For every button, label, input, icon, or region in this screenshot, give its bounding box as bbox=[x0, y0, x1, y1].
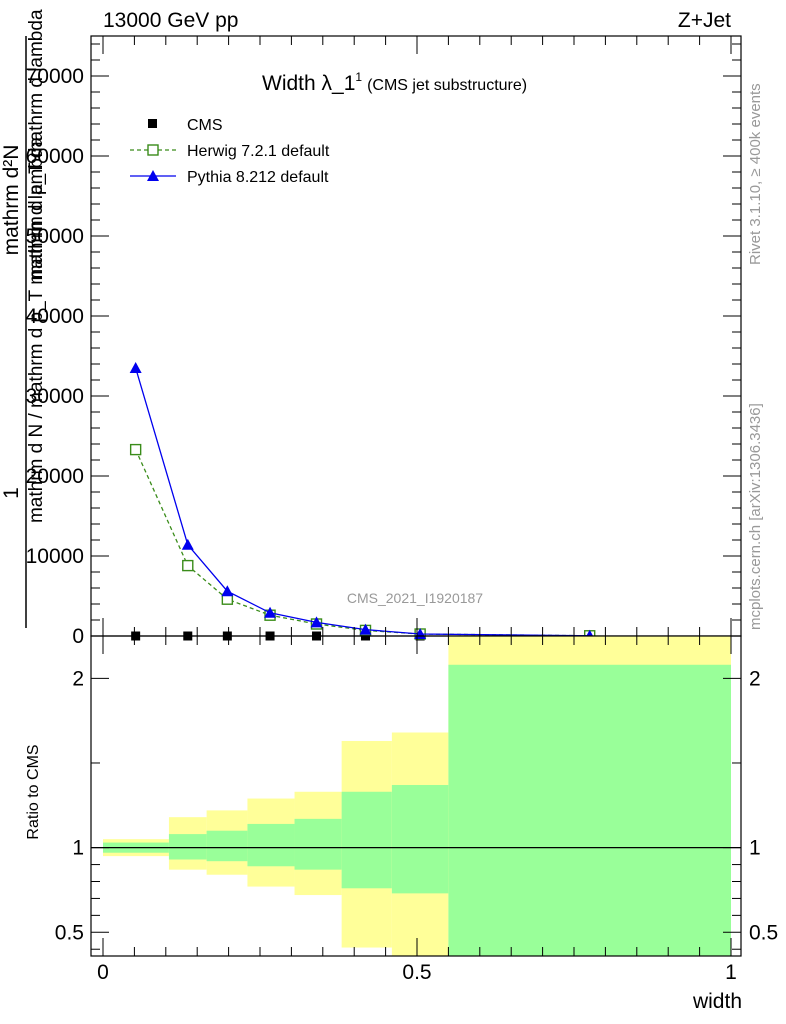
data-point-pythia bbox=[310, 616, 323, 628]
ratio-band-inner bbox=[391, 784, 449, 894]
data-point-pythia bbox=[359, 623, 372, 635]
plot-title-note: (CMS jet substructure) bbox=[367, 77, 527, 94]
ratio-y-axis-label: Ratio to CMS bbox=[25, 744, 42, 839]
y-axis-label-main: 1 mathrm d N / mathrm d p_T mathrm d lam… bbox=[0, 9, 47, 628]
legend: CMS Herwig 7.2.1 default Pythia 8.212 de… bbox=[130, 117, 330, 186]
y-tick-label: 0 bbox=[72, 625, 84, 648]
ratio-plot: 0.5 0.5 1 1 2 2 0 0.5 1 Ratio to CMS width bbox=[25, 635, 778, 1013]
legend-cms-marker bbox=[148, 119, 157, 128]
ratio-y-tick-label-right: 0.5 bbox=[749, 921, 778, 944]
plot-title: Width λ_11 (CMS jet substructure) bbox=[262, 70, 527, 95]
x-axis-label: width bbox=[692, 990, 742, 1013]
legend-pythia-marker bbox=[147, 170, 159, 181]
legend-cms-label: CMS bbox=[187, 117, 223, 134]
y-axis-label-top-num: mathrm d²N bbox=[0, 145, 23, 256]
y-tick-label: 10000 bbox=[26, 545, 84, 568]
ratio-band-inner bbox=[448, 664, 731, 956]
ratio-y-tick-label-right: 2 bbox=[749, 667, 761, 690]
rivet-label: Rivet 3.1.10, ≥ 400k events bbox=[747, 83, 764, 265]
y-axis-label-den: mathrm d N / mathrm d p_T mathrm d lambd… bbox=[26, 137, 47, 524]
data-point-herwig bbox=[129, 443, 142, 456]
ratio-y-tick-label: 0.5 bbox=[55, 921, 84, 944]
legend-pythia-label: Pythia 8.212 default bbox=[187, 169, 329, 186]
y-tick-label: 70000 bbox=[26, 65, 84, 88]
data-point-pythia bbox=[129, 362, 142, 373]
ratio-plot-frame bbox=[90, 635, 742, 957]
series-line-2 bbox=[135, 367, 590, 637]
series-line-1 bbox=[135, 449, 590, 637]
ratio-y-tick-label: 2 bbox=[72, 667, 84, 690]
ratio-band-inner bbox=[294, 818, 342, 870]
x-tick-label: 1 bbox=[725, 961, 737, 984]
ratio-band-inner bbox=[341, 791, 392, 889]
y-axis-label-num: 1 bbox=[0, 487, 23, 499]
main-plot: 0 10000 20000 30000 40000 50000 60000 70000 CMS… bbox=[0, 9, 764, 648]
ratio-axes: 0.5 0.5 1 1 2 2 0 0.5 1 bbox=[55, 636, 778, 984]
x-tick-label: 0.5 bbox=[402, 961, 431, 984]
ratio-y-tick-label: 1 bbox=[72, 837, 84, 860]
y-axis-label-top-den: mathrm d p_T mathrm d lambda bbox=[26, 9, 47, 280]
plot-title-main: Width λ_1 bbox=[262, 72, 355, 95]
legend-herwig-label: Herwig 7.2.1 default bbox=[187, 143, 330, 160]
x-tick-label: 0 bbox=[97, 961, 109, 984]
y-tick-label: 50000 bbox=[26, 225, 84, 248]
mcplots-label: mcplots.cern.ch [arXiv:1306.3436] bbox=[747, 403, 764, 630]
legend-herwig-marker bbox=[147, 144, 159, 156]
plot-title-sup: 1 bbox=[355, 70, 362, 84]
data-point-pythia bbox=[181, 538, 194, 550]
y-tick-label: 40000 bbox=[26, 305, 84, 328]
data-point-pythia bbox=[264, 606, 277, 618]
legend-item-cms: CMS bbox=[148, 117, 223, 134]
legend-item-herwig: Herwig 7.2.1 default bbox=[130, 143, 330, 160]
ratio-band-inner bbox=[168, 834, 207, 860]
watermark: CMS_2021_I1920187 bbox=[347, 590, 483, 606]
data-point-herwig bbox=[182, 559, 194, 572]
ratio-y-tick-label-right: 1 bbox=[749, 837, 761, 860]
legend-item-pythia: Pythia 8.212 default bbox=[130, 169, 329, 186]
header-right: Z+Jet bbox=[678, 9, 731, 32]
y-tick-label: 30000 bbox=[26, 385, 84, 408]
ratio-band-inner bbox=[206, 830, 248, 862]
y-tick-label: 20000 bbox=[26, 465, 84, 488]
y-tick-label: 60000 bbox=[26, 145, 84, 168]
header-left: 13000 GeV pp bbox=[103, 9, 238, 32]
ratio-data-layer bbox=[91, 636, 741, 956]
ratio-band-inner bbox=[247, 823, 295, 867]
data-point-pythia bbox=[221, 585, 234, 597]
main-axes: 0 10000 20000 30000 40000 50000 60000 70000 bbox=[26, 36, 741, 648]
